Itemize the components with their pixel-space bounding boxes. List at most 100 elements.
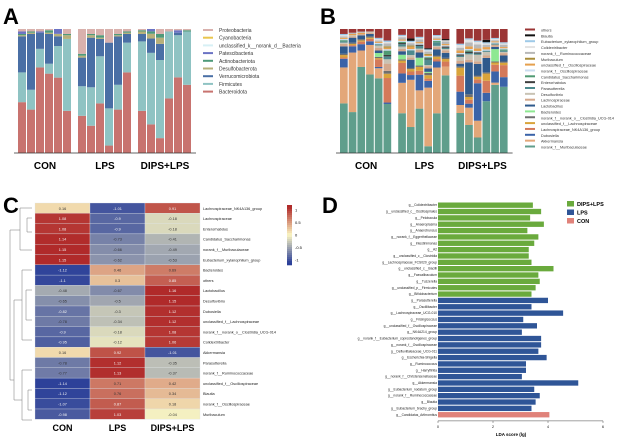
legend-label: Eubacterium_xylanophilum_group: [541, 40, 598, 44]
bar-label: g__Parasutterella: [411, 298, 437, 302]
cell-value: 1.08: [169, 330, 176, 334]
cell-value: 1.03: [114, 413, 121, 417]
bar-segment: [415, 52, 424, 58]
bar-segment: [340, 55, 348, 58]
cell-value: -0.18: [168, 227, 177, 231]
legend-label: Muribaculum: [541, 58, 563, 62]
row-label: Desulfovibrio: [203, 300, 225, 304]
x-tick-label: 0: [437, 425, 439, 429]
bar-segment: [441, 40, 450, 42]
bar-segment: [348, 112, 357, 153]
bar-segment: [406, 75, 415, 80]
lda-bar: [438, 259, 532, 265]
bar-segment: [54, 29, 62, 34]
bar-segment: [340, 67, 348, 104]
bar-segment: [147, 29, 155, 32]
legend-label: Candidatus_Saccharimonas: [541, 75, 589, 79]
bar-segment: [473, 53, 482, 55]
colorbar-segment: [287, 221, 292, 224]
x-tick-label: 4: [547, 425, 549, 429]
colorbar-tick-label: -1: [295, 258, 299, 263]
bar-label: g__Tuzzerella: [416, 279, 437, 283]
bar-segment: [473, 29, 482, 41]
bar-segment: [441, 41, 450, 45]
panel-label-d: D: [322, 193, 338, 218]
bar-segment: [406, 79, 415, 128]
bar-segment: [415, 70, 424, 75]
colorbar-tick-label: -0.5: [295, 245, 303, 250]
bar-label: g__norank_f__Oscillospiraceae: [391, 343, 437, 347]
bar-segment: [482, 29, 491, 40]
legend-label: Proteobacteria: [219, 28, 252, 34]
bar-segment: [406, 59, 415, 68]
bar-segment: [383, 103, 392, 153]
bar-segment: [366, 33, 374, 37]
cell-value: -0.78: [58, 320, 67, 324]
bar-segment: [499, 29, 508, 43]
bar-segment: [357, 32, 366, 35]
bar-label: g__Pelobacula: [415, 216, 437, 220]
bar-segment: [383, 46, 392, 48]
cell-value: -1.01: [168, 351, 177, 355]
bar-segment: [415, 108, 424, 153]
lda-bar: [438, 266, 554, 272]
bar-segment: [165, 98, 173, 153]
bar-segment: [465, 49, 473, 51]
legend-label: CON: [577, 219, 589, 225]
bar-segment: [398, 43, 406, 45]
bar-segment: [45, 30, 53, 33]
bar-segment: [366, 37, 374, 39]
bar-segment: [398, 29, 406, 35]
bar-segment: [473, 137, 482, 153]
bar-segment: [499, 77, 508, 87]
bar-segment: [348, 52, 357, 113]
bar-segment: [424, 71, 432, 73]
bar-segment: [433, 38, 441, 40]
bar-segment: [18, 72, 26, 103]
bar-segment: [96, 38, 104, 57]
bar-segment: [366, 38, 374, 42]
bar-segment: [473, 44, 482, 49]
bar-segment: [398, 54, 406, 60]
bar-segment: [348, 37, 357, 43]
colorbar-segment: [287, 205, 292, 208]
bar-segment: [491, 43, 499, 45]
cell-value: 0.76: [114, 392, 121, 396]
bar-segment: [424, 66, 432, 69]
colorbar-segment: [287, 219, 292, 222]
bar-segment: [340, 40, 348, 42]
bar-segment: [123, 42, 131, 73]
legend-label: Bacteroides: [541, 110, 561, 114]
row-label: others: [203, 279, 214, 283]
bar-segment: [465, 94, 473, 97]
bar-segment: [456, 63, 465, 67]
bar-segment: [374, 66, 383, 69]
cell-value: -1.01: [113, 207, 122, 211]
bar-segment: [482, 39, 491, 43]
bar-segment: [465, 50, 473, 52]
bar-segment: [441, 44, 450, 46]
bar-segment: [433, 29, 441, 36]
bar-segment: [348, 36, 357, 38]
lda-bar: [438, 278, 540, 285]
bar-label: g__NK4A214_group: [407, 330, 437, 334]
bar-segment: [491, 41, 499, 43]
bar-segment: [357, 66, 366, 153]
bar-segment: [406, 45, 415, 47]
cell-value: -0.82: [58, 310, 67, 314]
colorbar-segment: [287, 231, 292, 234]
bar-segment: [348, 43, 357, 46]
colorbar-segment: [287, 237, 292, 240]
bar-segment: [491, 64, 499, 72]
bar-segment: [473, 83, 482, 121]
panel-d-lda-bar: g__Colidextribacter g__unclassified_c__Os…: [358, 201, 604, 437]
bar-segment: [183, 30, 191, 32]
legend-label: Lactobacillus: [541, 105, 563, 109]
bar-segment: [456, 67, 465, 76]
legend-label: norank_f__norank_o__Clostridia_UCG-014: [541, 116, 614, 120]
row-label: Lactobacillus: [203, 289, 225, 293]
bar-segment: [415, 48, 424, 50]
cell-value: 1.16: [169, 289, 176, 293]
bar-segment: [415, 38, 424, 40]
row-label: Blautia: [203, 392, 215, 396]
